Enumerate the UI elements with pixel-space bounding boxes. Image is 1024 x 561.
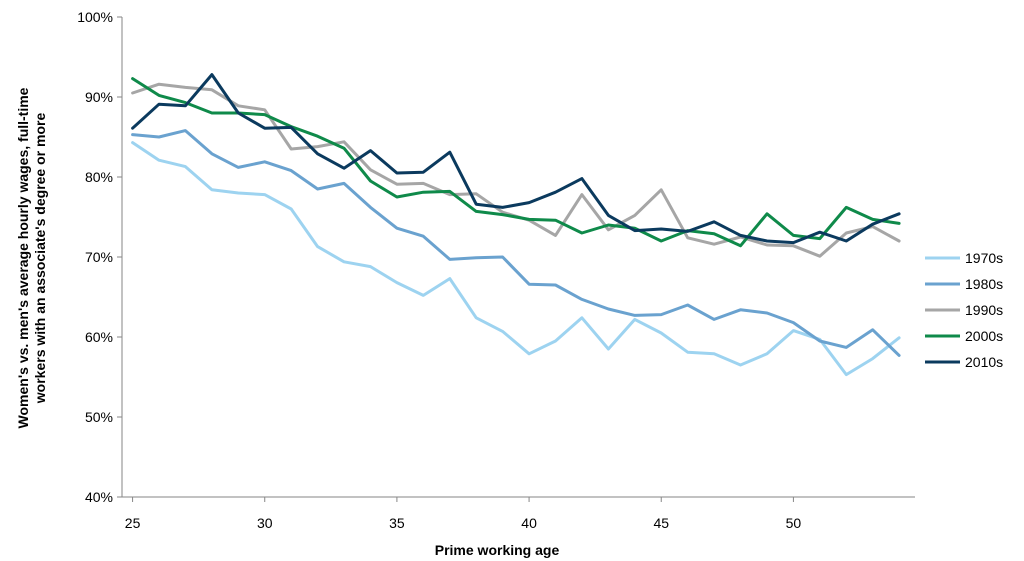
series-line-1990s: [131, 82, 901, 258]
legend-label-2010s: 2010s: [965, 354, 1003, 370]
legend-label-1970s: 1970s: [965, 250, 1003, 266]
y-axis-title-line-2: workers with an associate's degree or mo…: [32, 113, 48, 405]
x-axis: 25 30 35 40 45 50: [122, 496, 915, 531]
series-line-1980s: [131, 129, 901, 357]
y-axis-title-line-1: Women's vs. men's average hourly wages, …: [15, 87, 31, 428]
x-tick-label: 30: [257, 515, 273, 531]
y-axis-title: Women's vs. men's average hourly wages, …: [15, 87, 48, 428]
x-tick-label: 35: [389, 515, 405, 531]
y-axis: 40% 50% 60% 70% 80% 90% 100%: [77, 9, 123, 505]
y-tick-label: 100%: [77, 9, 113, 25]
series-lines: [131, 73, 901, 377]
y-tick-label: 50%: [85, 409, 113, 425]
x-tick-label: 50: [786, 515, 802, 531]
series-line-2010s: [131, 73, 901, 245]
y-tick-label: 60%: [85, 329, 113, 345]
x-tick-label: 25: [125, 515, 141, 531]
x-tick-label: 45: [653, 515, 669, 531]
y-tick-label: 70%: [85, 249, 113, 265]
x-axis-title: Prime working age: [435, 542, 560, 558]
series-line-2000s: [131, 77, 901, 248]
x-tick-label: 40: [521, 515, 537, 531]
legend-label-1990s: 1990s: [965, 302, 1003, 318]
y-tick-label: 90%: [85, 89, 113, 105]
y-tick-label: 80%: [85, 169, 113, 185]
legend-label-1980s: 1980s: [965, 276, 1003, 292]
y-tick-label: 40%: [85, 489, 113, 505]
legend-label-2000s: 2000s: [965, 328, 1003, 344]
legend: 1970s 1980s 1990s 2000s 2010s: [925, 250, 1003, 370]
series-line-1970s: [131, 141, 901, 377]
